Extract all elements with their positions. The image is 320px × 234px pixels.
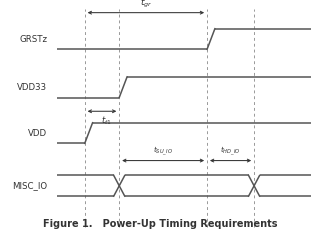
Text: $t_{SU\_IO}$: $t_{SU\_IO}$ <box>153 145 173 158</box>
Text: MISC_IO: MISC_IO <box>12 181 47 190</box>
Text: $t_{HD\_IO}$: $t_{HD\_IO}$ <box>220 145 241 158</box>
Text: Figure 1.   Power-Up Timing Requirements: Figure 1. Power-Up Timing Requirements <box>43 219 277 229</box>
Text: $t_{t1}$: $t_{t1}$ <box>101 114 112 127</box>
Text: VDD: VDD <box>28 128 47 138</box>
Text: VDD33: VDD33 <box>17 83 47 92</box>
Text: GRSTz: GRSTz <box>19 35 47 44</box>
Text: $t_{gr}$: $t_{gr}$ <box>140 0 152 10</box>
